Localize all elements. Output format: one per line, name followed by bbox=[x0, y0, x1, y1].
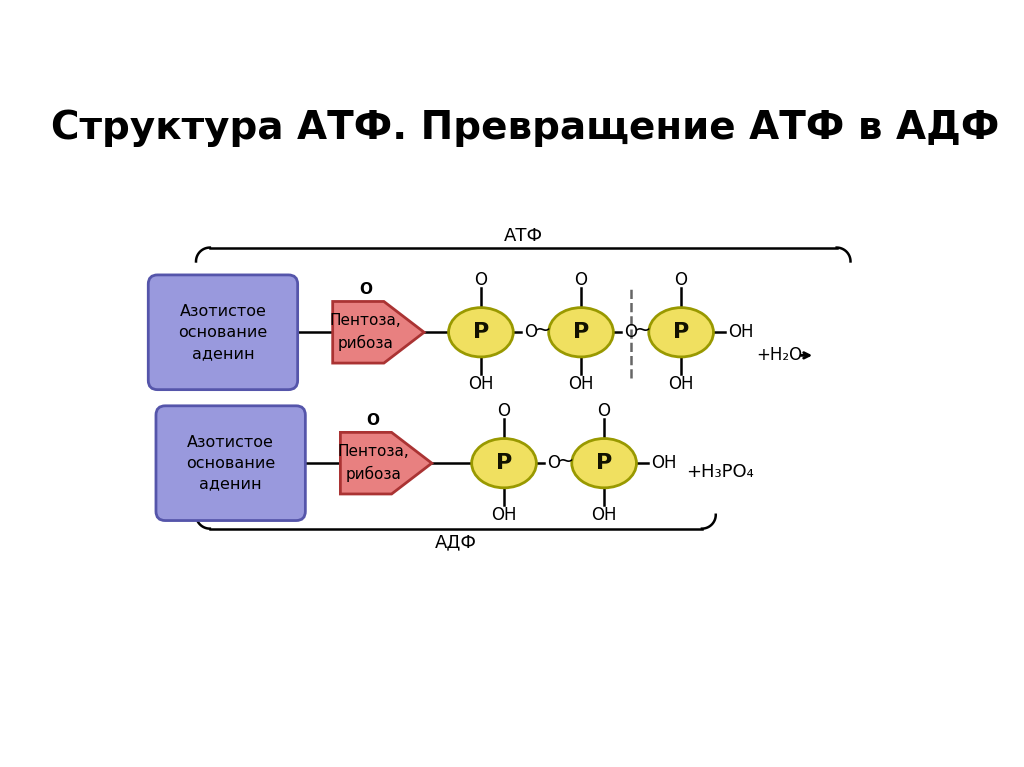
Text: АДФ: АДФ bbox=[435, 534, 477, 551]
Text: O: O bbox=[498, 402, 511, 420]
Text: OH: OH bbox=[669, 375, 694, 393]
Text: Азотистое
основание
аденин: Азотистое основание аденин bbox=[186, 435, 275, 492]
Text: +H₂O: +H₂O bbox=[756, 347, 802, 364]
Text: O: O bbox=[675, 271, 687, 289]
Polygon shape bbox=[333, 301, 424, 363]
Text: OH: OH bbox=[592, 505, 616, 524]
Text: Азотистое
основание
аденин: Азотистое основание аденин bbox=[178, 304, 267, 360]
FancyBboxPatch shape bbox=[156, 406, 305, 521]
Text: АТФ: АТФ bbox=[504, 227, 543, 245]
Text: Пентоза,
рибоза: Пентоза, рибоза bbox=[337, 444, 409, 482]
Text: O: O bbox=[598, 402, 610, 420]
Text: ~: ~ bbox=[534, 320, 551, 340]
Text: Р: Р bbox=[473, 322, 489, 342]
Text: OH: OH bbox=[650, 454, 676, 472]
Text: Структура АТФ. Превращение АТФ в АДФ: Структура АТФ. Превращение АТФ в АДФ bbox=[50, 109, 999, 147]
Text: Пентоза,
рибоза: Пентоза, рибоза bbox=[330, 314, 401, 351]
Text: OH: OH bbox=[568, 375, 594, 393]
Text: ~: ~ bbox=[557, 451, 574, 471]
Text: +H₃PO₄: +H₃PO₄ bbox=[686, 463, 755, 482]
Ellipse shape bbox=[571, 439, 637, 488]
Text: O: O bbox=[625, 323, 638, 341]
Text: O: O bbox=[548, 454, 560, 472]
Text: ~: ~ bbox=[634, 320, 651, 340]
Text: OH: OH bbox=[728, 323, 753, 341]
Ellipse shape bbox=[549, 308, 613, 357]
Polygon shape bbox=[340, 433, 432, 494]
Text: O: O bbox=[524, 323, 538, 341]
Text: O: O bbox=[474, 271, 487, 289]
Ellipse shape bbox=[449, 308, 513, 357]
Text: Р: Р bbox=[572, 322, 589, 342]
Text: O: O bbox=[367, 413, 380, 427]
FancyBboxPatch shape bbox=[148, 275, 298, 390]
Text: O: O bbox=[574, 271, 588, 289]
Text: O: O bbox=[358, 281, 372, 297]
Text: OH: OH bbox=[492, 505, 517, 524]
Text: Р: Р bbox=[496, 453, 512, 473]
Text: OH: OH bbox=[468, 375, 494, 393]
Text: Р: Р bbox=[596, 453, 612, 473]
Ellipse shape bbox=[472, 439, 537, 488]
Text: Р: Р bbox=[673, 322, 689, 342]
Ellipse shape bbox=[649, 308, 714, 357]
